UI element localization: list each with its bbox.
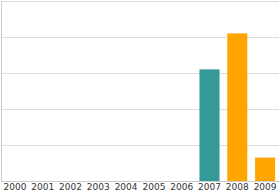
x-tick-label: 2002 (59, 182, 82, 192)
chart: 2000 2001 2002 2003 2004 2005 2006 2007 2008 2009 (0, 0, 280, 195)
x-tick-label: 2000 (3, 182, 26, 192)
x-tick: 2006 (170, 181, 193, 192)
bar (116, 181, 136, 182)
plot: 2000 2001 2002 2003 2004 2005 2006 2007 2008 2009 (1, 1, 280, 192)
x-tick-label: 2005 (142, 182, 165, 192)
x-tick: 2008 (226, 181, 249, 192)
x-tick: 2004 (115, 181, 138, 192)
bar (144, 181, 164, 182)
x-tick-label: 2009 (254, 182, 277, 192)
bar (5, 181, 25, 182)
bar (199, 69, 219, 181)
bars (199, 33, 275, 181)
y-axis-line (1, 2, 2, 182)
bar (255, 158, 275, 181)
x-tick: 2007 (198, 181, 221, 192)
bar (172, 181, 192, 182)
x-tick-label: 2006 (170, 182, 193, 192)
bar (60, 181, 80, 182)
grid-line (1, 1, 279, 2)
x-tick: 2005 (142, 181, 165, 192)
x-tick-label: 2001 (31, 182, 54, 192)
bar (227, 33, 247, 181)
x-tick: 2009 (254, 181, 277, 192)
y-axis (1, 2, 3, 182)
grid (1, 1, 279, 181)
x-tick: 2000 (3, 181, 26, 192)
x-tick: 2002 (59, 181, 82, 192)
bar (88, 181, 108, 182)
x-tick-label: 2004 (115, 182, 138, 192)
x-tick-label: 2007 (198, 182, 221, 192)
x-tick: 2003 (87, 181, 110, 192)
x-tick-label: 2008 (226, 182, 249, 192)
bar (33, 181, 53, 182)
x-tick: 2001 (31, 181, 54, 192)
x-axis: 2000 2001 2002 2003 2004 2005 2006 2007 2008 2009 (2, 181, 280, 192)
x-tick-label: 2003 (87, 182, 110, 192)
